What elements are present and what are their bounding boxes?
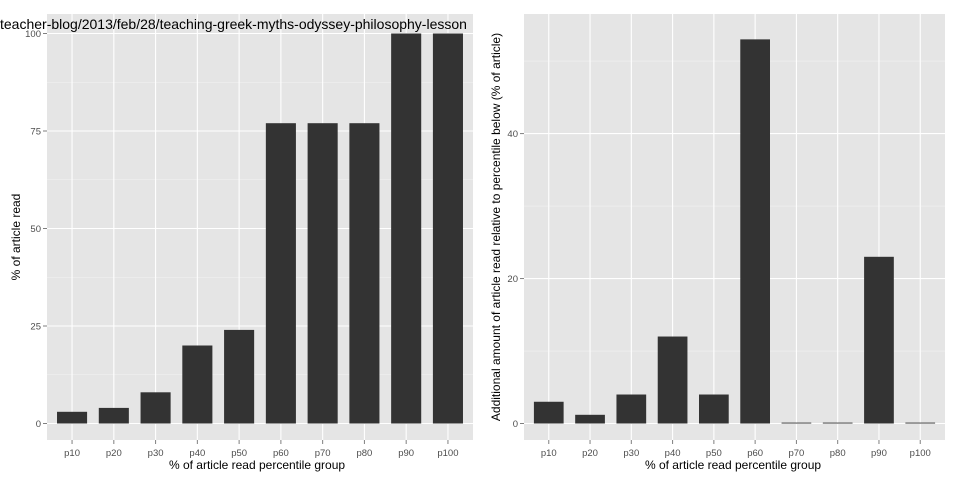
x-axis-title: % of article read percentile group	[645, 458, 821, 472]
x-tick-label: p20	[106, 448, 122, 459]
x-tick-label: p10	[541, 448, 557, 459]
bar-p90	[864, 256, 894, 424]
bar-p60	[265, 123, 296, 424]
x-axis-ticks: p10 p20 p30 p40 p50 p60 p70 p80 p90 p100	[541, 440, 931, 459]
x-tick-label: p80	[356, 448, 372, 459]
y-tick-label: 40	[507, 129, 518, 140]
bar-p80	[822, 422, 853, 424]
bar-p50	[699, 394, 729, 424]
y-tick-label: 50	[30, 224, 41, 235]
bars	[57, 33, 463, 424]
y-tick-label: 0	[36, 419, 41, 430]
x-tick-label: p70	[788, 448, 804, 459]
bar-p90	[391, 33, 422, 424]
bar-p30	[616, 394, 647, 424]
x-tick-label: p40	[665, 448, 681, 459]
bar-p60	[740, 39, 770, 424]
x-tick-label: p80	[830, 448, 846, 459]
bar-p40	[182, 345, 213, 424]
y-tick-label: 75	[30, 127, 41, 138]
bar-p40	[657, 336, 688, 424]
x-tick-label: p30	[623, 448, 639, 459]
x-tick-label: p90	[871, 448, 887, 459]
x-tick-label: p30	[148, 448, 164, 459]
x-tick-label: p60	[273, 448, 289, 459]
bar-p20	[575, 414, 605, 424]
bar-p50	[224, 329, 255, 424]
bar-p70	[307, 123, 338, 424]
bar-p100	[905, 422, 936, 424]
x-tick-label: p70	[315, 448, 331, 459]
bars	[533, 39, 936, 424]
bar-p70	[781, 422, 812, 424]
x-tick-label: p90	[398, 448, 414, 459]
y-tick-label: 0	[513, 419, 518, 430]
y-axis-ticks: 0 20 40	[507, 129, 524, 430]
y-tick-label: 100	[25, 29, 41, 40]
y-axis-title: Additional amount of article read relati…	[489, 33, 503, 421]
x-tick-label: p50	[706, 448, 722, 459]
y-axis-ticks: 0 25 50 75 100	[25, 29, 47, 430]
x-tick-label: p50	[231, 448, 247, 459]
y-tick-label: 20	[507, 274, 518, 285]
y-axis-title: % of article read	[9, 194, 23, 281]
x-tick-label: p10	[64, 448, 80, 459]
chart-right: 0 20 40 p10 p20 p30 p40 p50 p60 p70 p80 p90 p100 % …	[489, 14, 945, 472]
y-tick-label: 25	[30, 322, 41, 333]
x-tick-label: p100	[910, 448, 931, 459]
bar-p30	[140, 392, 171, 424]
x-axis-title: % of article read percentile group	[169, 458, 345, 472]
x-tick-label: p60	[747, 448, 763, 459]
bar-p80	[349, 123, 380, 424]
bar-p10	[533, 401, 564, 424]
chart-title: teacher-blog/2013/feb/28/teaching-greek-…	[0, 16, 467, 32]
x-axis-ticks: p10 p20 p30 p40 p50 p60 p70 p80 p90 p100	[64, 440, 459, 459]
x-tick-label: p40	[189, 448, 205, 459]
bar-p10	[57, 411, 88, 424]
bar-p100	[432, 33, 463, 424]
x-tick-label: p100	[437, 448, 458, 459]
x-tick-label: p20	[582, 448, 598, 459]
bar-p20	[98, 407, 129, 424]
